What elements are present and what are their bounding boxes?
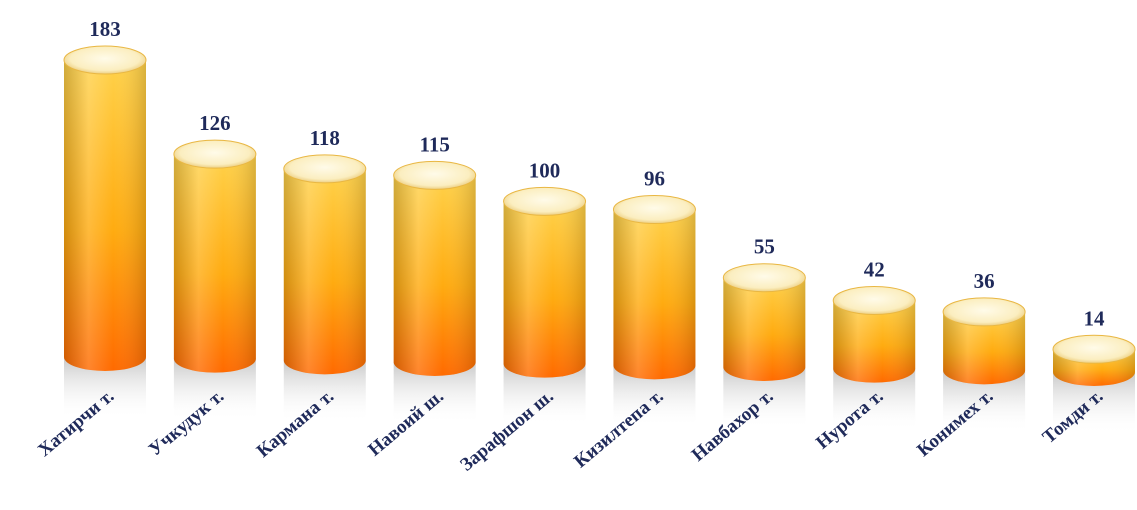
bar-shading [613, 209, 696, 380]
value-label: 14 [1084, 306, 1106, 330]
bar-cap [173, 139, 257, 169]
bar-cap [612, 195, 696, 225]
bar-shading [723, 277, 806, 381]
bar-cap [503, 186, 587, 216]
value-label: 55 [754, 235, 775, 259]
bar-cap [942, 297, 1026, 327]
bar [63, 45, 147, 371]
bar-shading [173, 154, 256, 373]
bar-cap [393, 160, 477, 190]
bar-shading [283, 168, 366, 375]
value-label: 118 [310, 126, 340, 150]
bar [612, 195, 696, 380]
bar-shading [64, 60, 146, 371]
bar [173, 139, 257, 373]
bar [283, 154, 367, 375]
value-label: 100 [529, 158, 561, 182]
bar [832, 286, 916, 383]
value-label: 42 [864, 258, 885, 282]
bar-cap [1052, 334, 1136, 364]
value-label: 115 [419, 132, 449, 156]
value-labels-group: 183 126 118 115 100 96 55 42 36 14 [89, 17, 1105, 330]
value-label: 183 [89, 17, 121, 41]
value-label: 126 [199, 111, 231, 135]
bar-cap [722, 263, 806, 293]
bar [503, 186, 587, 378]
bar [942, 297, 1026, 385]
bar [393, 160, 477, 376]
bar [722, 263, 806, 381]
bar-shading [393, 175, 476, 376]
bar [1052, 334, 1136, 386]
value-label: 36 [974, 269, 995, 293]
bar-cap [832, 286, 916, 316]
bar-cap [283, 154, 367, 184]
bars-group [63, 45, 1136, 386]
value-label: 96 [644, 167, 665, 191]
bar-shading [943, 311, 1026, 385]
bar-shading [833, 300, 916, 383]
bar-cap [63, 45, 147, 75]
bar-shading [503, 201, 586, 378]
